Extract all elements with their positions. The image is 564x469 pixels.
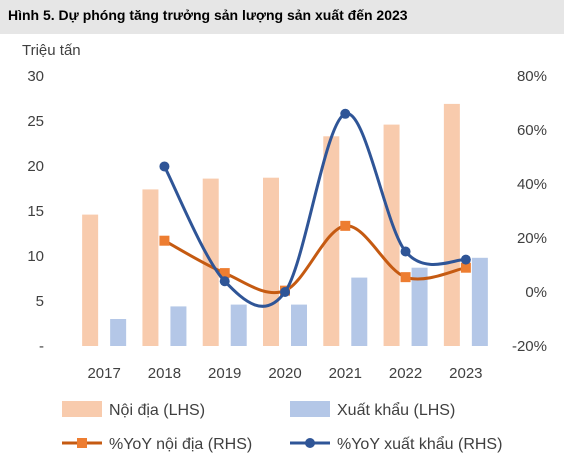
marker-yoy-xuat-khau bbox=[219, 276, 230, 287]
legend-item: Nội địa (LHS) bbox=[62, 401, 205, 419]
x-tick-label: 2019 bbox=[208, 365, 241, 382]
legend-label: Nội địa (LHS) bbox=[109, 402, 205, 419]
x-axis-ticks: 2017 2018 2019 2020 2021 2022 2023 bbox=[87, 365, 482, 382]
y-tick-label: - bbox=[39, 338, 44, 355]
y-tick-label: 25 bbox=[27, 113, 44, 130]
bar-noi-dia bbox=[82, 214, 99, 346]
legend-item: Xuất khẩu (LHS) bbox=[290, 401, 455, 419]
y2-tick-label: 20% bbox=[517, 230, 547, 247]
x-tick-label: 2023 bbox=[449, 365, 482, 382]
y-tick-label: 30 bbox=[27, 68, 44, 85]
marker-yoy-xuat-khau bbox=[460, 254, 471, 265]
marker-yoy-noi-dia bbox=[340, 220, 351, 231]
bar-noi-dia bbox=[383, 124, 400, 346]
x-tick-label: 2018 bbox=[148, 365, 181, 382]
bars-group bbox=[82, 103, 488, 347]
bar-noi-dia bbox=[263, 177, 279, 346]
marker-yoy-noi-dia bbox=[400, 272, 411, 283]
y2-tick-label: 60% bbox=[517, 122, 547, 139]
x-tick-label: 2020 bbox=[268, 365, 301, 382]
bar-xuat-khau bbox=[110, 319, 127, 346]
y2-tick-label: 40% bbox=[517, 176, 547, 193]
legend-label: Xuất khẩu (LHS) bbox=[337, 401, 455, 419]
x-tick-label: 2017 bbox=[87, 365, 120, 382]
legend-swatch bbox=[290, 401, 330, 417]
legend-item: %YoY xuất khẩu (RHS) bbox=[290, 435, 502, 453]
bar-noi-dia bbox=[323, 136, 340, 346]
marker-yoy-noi-dia bbox=[460, 262, 471, 273]
bar-xuat-khau bbox=[170, 306, 187, 346]
marker-yoy-xuat-khau bbox=[340, 108, 351, 119]
legend-marker bbox=[305, 438, 315, 448]
bar-xuat-khau bbox=[351, 277, 368, 346]
y-tick-label: 20 bbox=[27, 158, 44, 175]
y-tick-label: 10 bbox=[27, 248, 44, 265]
bar-xuat-khau bbox=[411, 267, 428, 346]
bar-noi-dia bbox=[443, 103, 460, 347]
x-tick-label: 2022 bbox=[389, 365, 422, 382]
y-tick-label: 15 bbox=[27, 203, 44, 220]
y-axis-label: Triệu tấn bbox=[22, 42, 81, 59]
marker-yoy-xuat-khau bbox=[280, 287, 290, 297]
legend-swatch bbox=[62, 401, 102, 417]
bar-noi-dia bbox=[142, 189, 159, 346]
marker-yoy-xuat-khau bbox=[400, 246, 411, 257]
marker-yoy-noi-dia bbox=[159, 235, 170, 246]
lines-group bbox=[159, 108, 471, 308]
marker-yoy-xuat-khau bbox=[159, 161, 170, 172]
x-tick-label: 2021 bbox=[329, 365, 362, 382]
bar-xuat-khau bbox=[291, 304, 307, 346]
bar-xuat-khau bbox=[471, 257, 488, 346]
chart-header: Hình 5. Dự phóng tăng trưởng sản lượng s… bbox=[0, 0, 564, 34]
legend-label: %YoY nội địa (RHS) bbox=[109, 436, 252, 453]
legend-item: %YoY nội địa (RHS) bbox=[62, 436, 252, 453]
marker-yoy-noi-dia bbox=[219, 268, 230, 279]
y2-tick-label: 80% bbox=[517, 68, 547, 85]
legend: Nội địa (LHS) Xuất khẩu (LHS) %YoY nội địa… bbox=[62, 401, 502, 453]
y2-tick-label: 0% bbox=[525, 284, 547, 301]
y2-axis-ticks: -20% 0% 20% 40% 60% 80% bbox=[512, 68, 547, 355]
chart-title: Hình 5. Dự phóng tăng trưởng sản lượng s… bbox=[8, 7, 408, 23]
legend-label: %YoY xuất khẩu (RHS) bbox=[337, 435, 502, 453]
y2-tick-label: -20% bbox=[512, 338, 547, 355]
legend-marker bbox=[77, 438, 87, 448]
y-axis-ticks: - 5 10 15 20 25 30 bbox=[27, 68, 44, 355]
y-tick-label: 5 bbox=[36, 293, 44, 310]
bar-xuat-khau bbox=[230, 304, 247, 346]
